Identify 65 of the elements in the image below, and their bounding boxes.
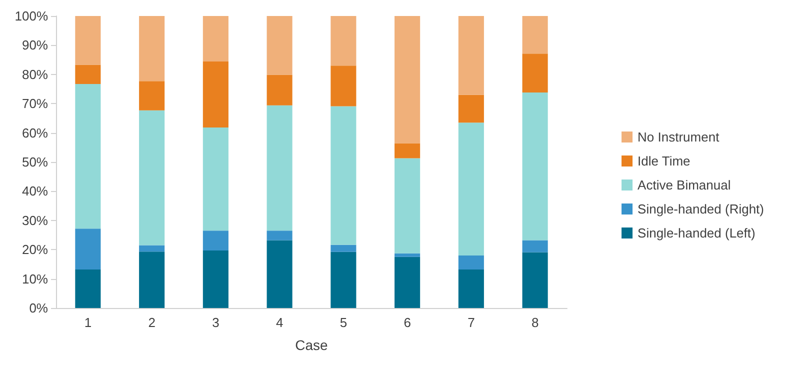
bar	[202, 230, 228, 250]
bar	[139, 81, 165, 110]
x-tick-label: 8	[531, 315, 539, 330]
bar	[202, 16, 228, 62]
bar	[522, 92, 548, 240]
y-tick-label: 90%	[22, 38, 48, 53]
bar	[202, 250, 228, 308]
y-tick-label: 40%	[22, 184, 48, 199]
bar	[458, 16, 484, 95]
bar	[394, 256, 420, 308]
legend-label: No Instrument	[638, 130, 720, 144]
bar	[75, 16, 101, 65]
bar	[139, 252, 165, 308]
bar	[202, 62, 228, 128]
bar	[75, 64, 101, 84]
bar	[458, 255, 484, 270]
x-tick-label: 3	[212, 315, 220, 330]
bar	[202, 128, 228, 231]
bar	[458, 122, 484, 256]
bar	[458, 269, 484, 308]
x-axis-title: Case	[295, 337, 328, 353]
x-tick-label: 5	[340, 315, 348, 330]
bar	[266, 16, 292, 75]
y-tick-label: 50%	[22, 154, 48, 170]
x-tick-label: 4	[276, 315, 284, 330]
bar	[139, 245, 165, 252]
bar	[266, 74, 292, 106]
legend-label: Idle Time	[638, 154, 690, 168]
bar	[330, 252, 356, 308]
bar	[458, 94, 484, 123]
bar	[394, 253, 420, 257]
y-tick-label: 80%	[22, 66, 48, 82]
bar	[75, 84, 101, 229]
bar	[522, 252, 548, 308]
y-tick-label: 70%	[22, 96, 48, 112]
legend-label: Single-handed (Right)	[638, 202, 764, 216]
bar	[75, 228, 101, 270]
legend-label: Active Bimanual	[638, 178, 731, 192]
y-tick-label: 0%	[29, 300, 48, 316]
bar	[522, 16, 548, 54]
bar	[266, 240, 292, 308]
y-tick-label: 60%	[22, 125, 48, 140]
bar	[330, 106, 356, 245]
y-tick-label: 20%	[22, 242, 48, 258]
bar	[266, 105, 292, 231]
bar	[394, 158, 420, 254]
bar	[330, 16, 356, 66]
y-tick-label: 30%	[22, 212, 48, 228]
bar	[394, 16, 420, 144]
bar	[139, 16, 165, 82]
y-tick-label: 100%	[14, 8, 48, 24]
bar	[330, 66, 356, 106]
bar	[266, 230, 292, 240]
bar	[394, 143, 420, 158]
bar	[522, 240, 548, 252]
bar	[75, 269, 101, 308]
x-tick-label: 2	[148, 315, 156, 330]
legend-label: Single-handed (Left)	[638, 226, 756, 240]
bar	[139, 110, 165, 246]
x-tick-label: 7	[468, 315, 475, 330]
y-tick-label: 10%	[22, 271, 48, 286]
bar	[522, 54, 548, 93]
x-tick-label: 6	[404, 315, 411, 330]
x-tick-label: 1	[84, 315, 92, 330]
bar	[330, 244, 356, 252]
